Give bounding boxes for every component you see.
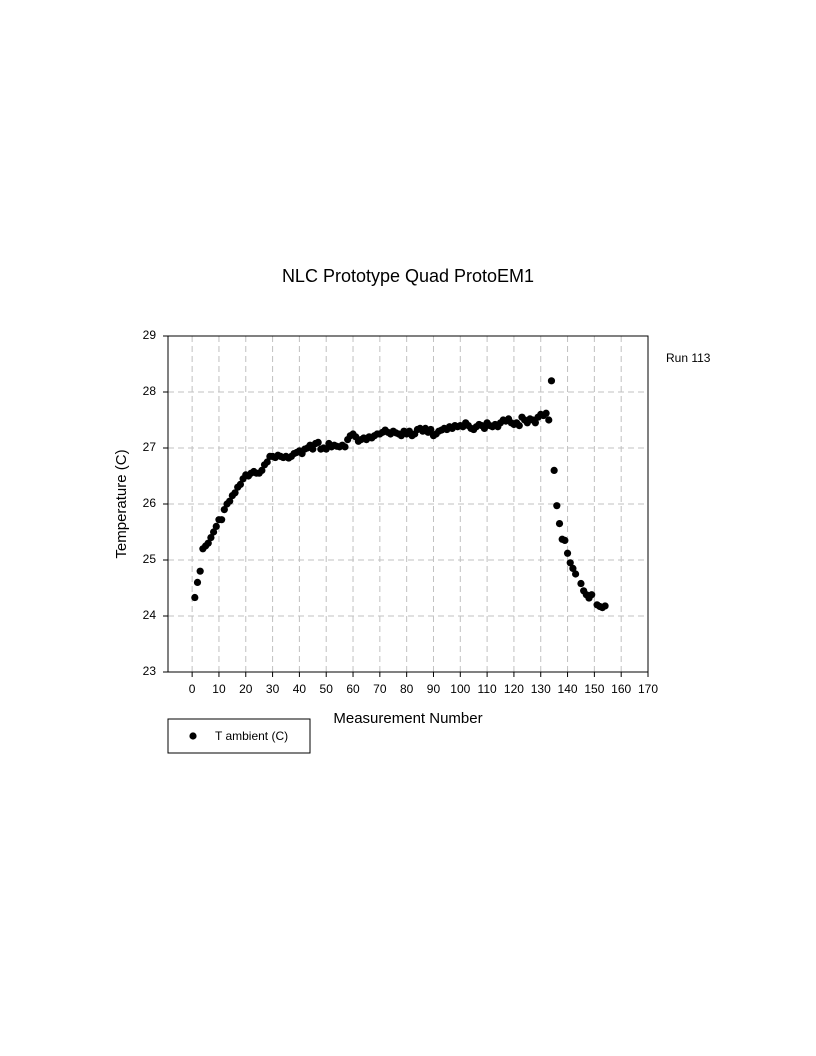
- x-tick-label: 10: [212, 682, 226, 696]
- point: [204, 539, 212, 547]
- point: [314, 438, 322, 446]
- x-tick-label: 40: [293, 682, 307, 696]
- point: [480, 424, 489, 432]
- point: [569, 564, 577, 573]
- legend-marker: [189, 732, 197, 740]
- legend-label: T ambient (C): [215, 729, 288, 743]
- point: [531, 419, 539, 427]
- point: [427, 425, 435, 434]
- x-tick-label: 30: [266, 682, 280, 696]
- point: [258, 466, 266, 474]
- x-tick-label: 160: [611, 682, 631, 696]
- x-tick-label: 50: [320, 682, 334, 696]
- y-tick-label: 28: [143, 384, 157, 398]
- point: [207, 534, 215, 542]
- y-tick-label: 23: [143, 664, 157, 678]
- point: [191, 593, 199, 602]
- y-tick-label: 26: [143, 496, 157, 510]
- point: [209, 528, 218, 536]
- y-tick-label: 25: [143, 552, 157, 566]
- point: [553, 502, 561, 510]
- point: [220, 506, 228, 514]
- x-tick-label: 0: [189, 682, 196, 696]
- point: [555, 520, 564, 528]
- point: [341, 443, 349, 451]
- point: [193, 578, 202, 587]
- point: [563, 549, 572, 557]
- point: [226, 497, 234, 505]
- point: [601, 602, 609, 610]
- x-tick-label: 90: [427, 682, 441, 696]
- y-tick-label: 29: [143, 328, 157, 342]
- point: [218, 516, 226, 524]
- x-tick-label: 140: [558, 682, 578, 696]
- x-tick-label: 170: [638, 682, 658, 696]
- point: [309, 445, 317, 453]
- point: [561, 536, 569, 545]
- y-axis-label: Temperature (C): [113, 449, 130, 558]
- point: [231, 489, 239, 497]
- point: [571, 570, 580, 578]
- point: [263, 458, 271, 466]
- x-tick-label: 110: [478, 682, 497, 696]
- chart-title: NLC Prototype Quad ProtoEM1: [282, 266, 534, 286]
- annotation: Run 113: [666, 351, 711, 365]
- point: [577, 579, 585, 588]
- x-tick-label: 130: [531, 682, 551, 696]
- point: [196, 567, 204, 575]
- point: [566, 559, 574, 567]
- point: [547, 377, 556, 385]
- plot-frame: [167, 335, 649, 673]
- point: [236, 480, 245, 488]
- x-tick-label: 60: [346, 682, 360, 696]
- x-tick-label: 70: [373, 682, 387, 696]
- point: [550, 466, 558, 474]
- x-tick-label: 120: [504, 682, 524, 696]
- x-tick-label: 80: [400, 682, 414, 696]
- point: [515, 422, 523, 430]
- x-axis-label: Measurement Number: [333, 710, 482, 727]
- x-tick-label: 100: [450, 682, 470, 696]
- point: [588, 591, 596, 599]
- point: [212, 522, 220, 531]
- y-tick-label: 27: [143, 440, 157, 454]
- point: [545, 416, 553, 424]
- point: [542, 409, 550, 417]
- x-tick-label: 20: [239, 682, 253, 696]
- y-tick-label: 24: [143, 608, 157, 622]
- x-tick-label: 150: [584, 682, 604, 696]
